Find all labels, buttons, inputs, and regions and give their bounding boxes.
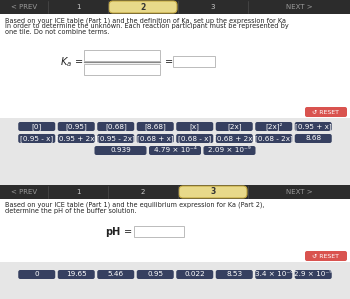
FancyBboxPatch shape [97,270,134,279]
FancyBboxPatch shape [137,122,174,131]
Text: [0.95 + x]: [0.95 + x] [295,123,331,130]
Text: 0.022: 0.022 [184,271,205,277]
FancyBboxPatch shape [18,134,55,143]
Text: [0.95]: [0.95] [65,123,87,130]
Text: pH: pH [105,227,120,237]
Text: [0.68 - x]: [0.68 - x] [178,135,211,142]
FancyBboxPatch shape [295,134,332,143]
Bar [0,0,350,14]
Bar [0,262,350,299]
FancyBboxPatch shape [179,186,247,198]
Text: < PREV: < PREV [11,4,37,10]
Text: 0.95: 0.95 [147,271,163,277]
Text: 8.53: 8.53 [226,271,242,277]
Bar [173,56,215,67]
Text: 8.68: 8.68 [305,135,321,141]
Text: =: = [165,57,173,67]
Text: =: = [124,227,132,237]
FancyBboxPatch shape [295,270,332,279]
Bar [134,226,184,237]
Text: 3: 3 [211,4,215,10]
FancyBboxPatch shape [94,146,147,155]
Text: 2: 2 [140,2,146,11]
FancyBboxPatch shape [203,146,256,155]
Text: [0.68 + x]: [0.68 + x] [137,135,174,142]
FancyBboxPatch shape [216,134,253,143]
FancyBboxPatch shape [58,134,95,143]
Text: < PREV: < PREV [11,189,37,195]
FancyBboxPatch shape [58,122,95,131]
Bar [0,14,350,118]
Text: [0.68 + 2x]: [0.68 + 2x] [214,135,255,142]
Text: [2x]: [2x] [227,123,241,130]
FancyBboxPatch shape [176,134,213,143]
Text: 0: 0 [34,271,39,277]
Text: NEXT >: NEXT > [286,189,312,195]
FancyBboxPatch shape [255,134,292,143]
Text: 2: 2 [141,189,145,195]
Text: [0]: [0] [32,123,42,130]
FancyBboxPatch shape [176,122,213,131]
Text: Based on your ICE table (Part 1) and the equilibrium expression for Ka (Part 2),: Based on your ICE table (Part 1) and the… [5,202,264,208]
FancyBboxPatch shape [109,1,177,13]
Bar [84,63,160,74]
FancyBboxPatch shape [137,270,174,279]
Text: [8.68]: [8.68] [144,123,166,130]
Text: determine the pH of the buffer solution.: determine the pH of the buffer solution. [5,208,136,214]
Text: =: = [75,57,83,67]
Text: ↺ RESET: ↺ RESET [313,109,340,115]
Text: 4.79 × 10⁻⁴: 4.79 × 10⁻⁴ [154,147,196,153]
Text: [0.95 - 2x]: [0.95 - 2x] [97,135,135,142]
FancyBboxPatch shape [216,270,253,279]
Text: [0.68 - 2x]: [0.68 - 2x] [255,135,293,142]
Text: 19.65: 19.65 [66,271,87,277]
Text: 2.9 × 10⁻⁹: 2.9 × 10⁻⁹ [294,271,332,277]
Bar [0,185,350,199]
Text: [x]: [x] [190,123,200,130]
Bar [0,118,350,185]
Text: [0.95 + 2x]: [0.95 + 2x] [56,135,97,142]
Text: $K_a$: $K_a$ [60,55,72,69]
Text: in order to determine the unknown. Each reaction participant must be represented: in order to determine the unknown. Each … [5,23,289,29]
Text: NEXT >: NEXT > [286,4,312,10]
FancyBboxPatch shape [18,270,55,279]
FancyBboxPatch shape [255,122,292,131]
FancyBboxPatch shape [176,270,213,279]
Text: 1: 1 [76,4,80,10]
FancyBboxPatch shape [149,146,201,155]
FancyBboxPatch shape [97,134,134,143]
FancyBboxPatch shape [216,122,253,131]
Bar [0,199,350,262]
Text: [0.68]: [0.68] [105,123,127,130]
Text: 0.939: 0.939 [110,147,131,153]
FancyBboxPatch shape [58,270,95,279]
Text: 3: 3 [210,187,216,196]
FancyBboxPatch shape [305,107,347,117]
FancyBboxPatch shape [97,122,134,131]
Text: 1: 1 [76,189,80,195]
Text: 5.46: 5.46 [108,271,124,277]
FancyBboxPatch shape [255,270,292,279]
Text: one tile. Do not combine terms.: one tile. Do not combine terms. [5,29,109,35]
Text: Based on your ICE table (Part 1) and the definition of Ka, set up the expression: Based on your ICE table (Part 1) and the… [5,17,286,24]
FancyBboxPatch shape [305,251,347,261]
Text: [2x]²: [2x]² [265,123,282,130]
FancyBboxPatch shape [137,134,174,143]
FancyBboxPatch shape [18,122,55,131]
Text: ↺ RESET: ↺ RESET [313,254,340,259]
Text: 2.09 × 10⁻⁹: 2.09 × 10⁻⁹ [208,147,251,153]
Bar [84,50,160,60]
FancyBboxPatch shape [295,122,332,131]
Text: [0.95 - x]: [0.95 - x] [20,135,53,142]
Text: 3.4 × 10⁻⁶: 3.4 × 10⁻⁶ [255,271,293,277]
